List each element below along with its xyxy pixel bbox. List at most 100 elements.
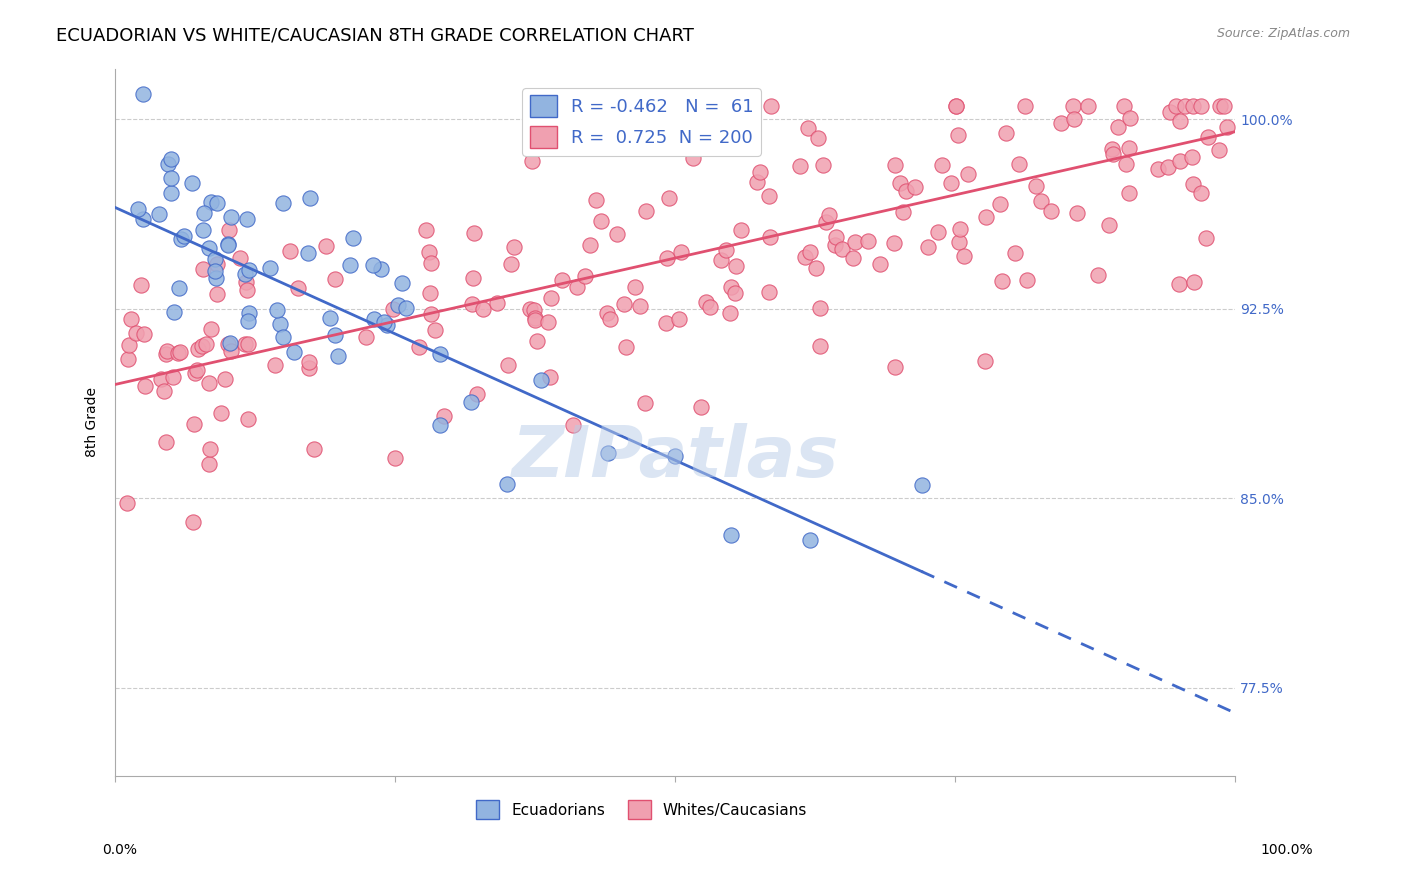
Point [149,372,172,386]
Point [690,401,713,415]
Point [811,158,834,172]
Point [1164,99,1187,113]
Point [148,207,170,221]
Point [339,258,361,272]
Point [120,312,142,326]
Point [233,337,256,351]
Point [844,235,866,249]
Point [273,330,295,344]
Point [1098,219,1121,233]
Point [503,240,526,254]
Point [946,128,969,143]
Point [789,159,811,173]
Point [695,295,717,310]
Point [370,262,392,277]
Point [159,186,181,200]
Point [1014,99,1036,113]
Point [169,281,191,295]
Point [219,210,242,224]
Point [596,446,619,460]
Point [758,230,780,244]
Point [948,235,970,249]
Point [315,238,337,252]
Point [550,273,572,287]
Point [259,260,281,275]
Point [628,299,651,313]
Point [562,418,585,433]
Point [524,312,547,326]
Point [910,477,932,491]
Point [1189,186,1212,200]
Point [883,235,905,250]
Point [710,252,733,267]
Point [1050,116,1073,130]
Point [842,251,865,265]
Point [904,179,927,194]
Y-axis label: 8th Grade: 8th Grade [86,387,100,458]
Point [869,257,891,271]
Point [668,311,690,326]
Point [1077,99,1099,113]
Point [131,278,153,293]
Point [496,359,519,373]
Point [724,286,747,301]
Point [808,301,831,316]
Point [634,396,657,410]
Point [815,215,838,229]
Point [191,261,214,276]
Point [974,210,997,224]
Point [472,302,495,317]
Point [1195,231,1218,245]
Point [219,344,242,359]
Point [939,176,962,190]
Point [990,274,1012,288]
Point [1118,141,1140,155]
Point [585,193,607,207]
Point [808,339,831,353]
Point [523,310,546,325]
Point [520,153,543,168]
Point [236,211,259,226]
Point [658,191,681,205]
Point [1181,99,1204,113]
Point [297,246,319,260]
Point [1146,162,1168,177]
Point [725,260,748,274]
Point [373,315,395,329]
Point [156,344,179,359]
Point [170,232,193,246]
Point [204,264,226,278]
Point [807,130,830,145]
Text: 0.0%: 0.0% [103,843,136,857]
Point [1209,99,1232,113]
Point [716,243,738,257]
Point [1107,120,1129,135]
Point [949,222,972,236]
Legend: Ecuadorians, Whites/Caucasians: Ecuadorians, Whites/Caucasians [470,794,814,825]
Point [323,328,346,343]
Point [197,376,219,390]
Point [1004,246,1026,260]
Point [354,329,377,343]
Point [496,476,519,491]
Point [623,280,645,294]
Point [956,167,979,181]
Point [945,99,967,113]
Point [204,252,226,267]
Point [1173,99,1195,113]
Point [419,285,441,300]
Point [205,271,228,285]
Point [219,335,242,350]
Point [465,387,488,401]
Point [425,323,447,337]
Point [205,196,228,211]
Point [181,515,204,529]
Point [160,170,183,185]
Point [214,372,236,386]
Point [187,343,209,357]
Point [155,347,177,361]
Point [891,205,914,219]
Point [381,302,404,317]
Point [235,275,257,289]
Point [567,279,589,293]
